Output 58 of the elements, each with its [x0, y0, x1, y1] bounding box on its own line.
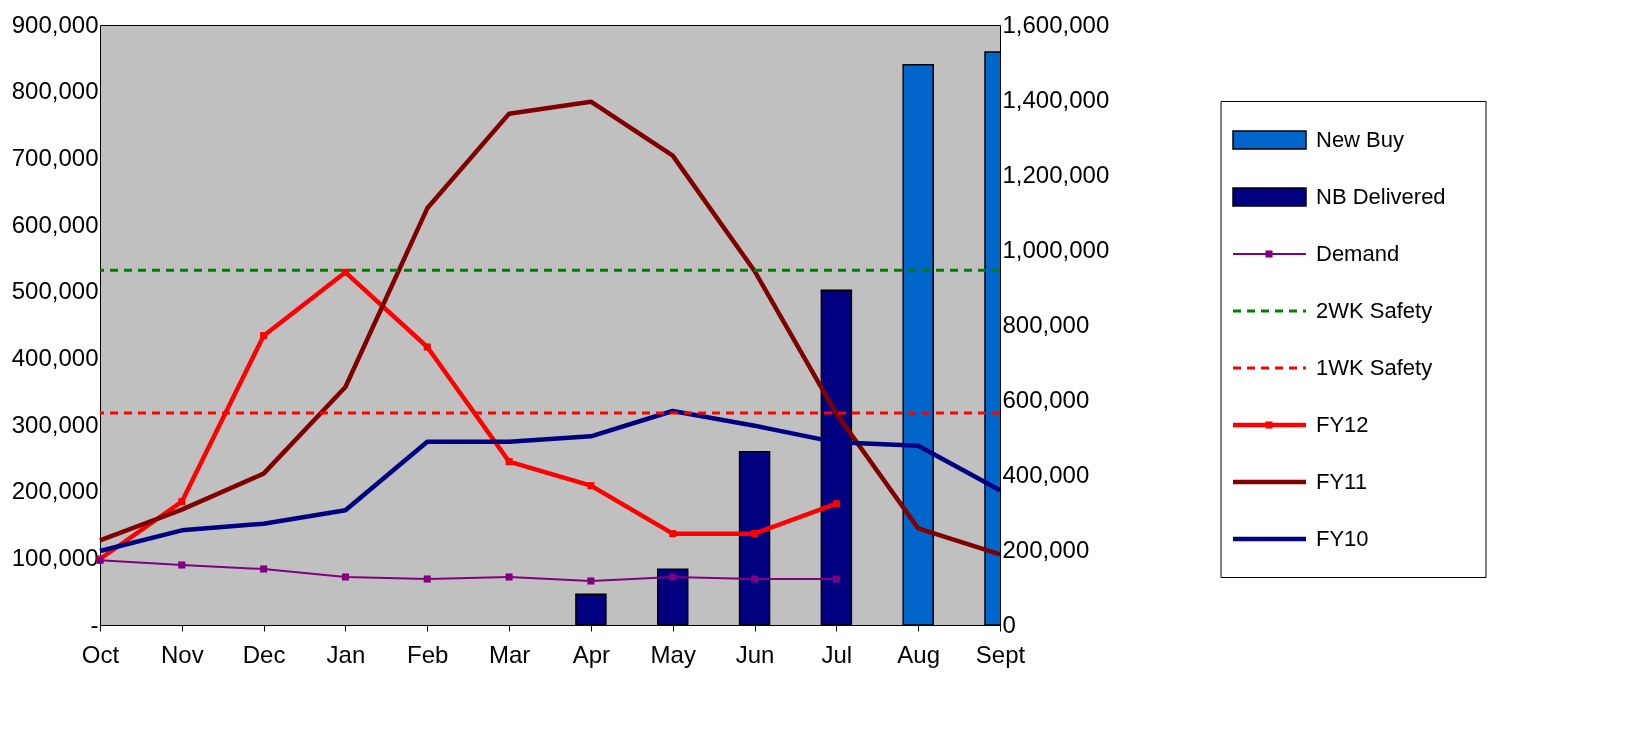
point: [178, 561, 186, 569]
point: [505, 458, 513, 466]
legend-label: FY12: [1316, 412, 1369, 437]
x-tick-label: Aug: [897, 640, 941, 668]
y2-tick-label: 0: [1002, 610, 1016, 638]
x-tick-label: Sept: [975, 640, 1026, 668]
y-tick-label: 200,000: [11, 477, 99, 505]
legend-label: 2WK Safety: [1316, 298, 1433, 323]
point: [505, 573, 513, 581]
y2-tick-label: 1,200,000: [1002, 160, 1110, 188]
point: [587, 482, 595, 490]
x-tick-label: Jun: [735, 640, 775, 668]
y-tick-label: 900,000: [11, 10, 99, 38]
point: [751, 575, 759, 583]
legend-label: NB Delivered: [1316, 184, 1446, 209]
x-tick-label: Feb: [407, 640, 449, 668]
point: [669, 530, 677, 538]
legend-label: 1WK Safety: [1316, 355, 1433, 380]
x-tick-label: Oct: [81, 640, 120, 668]
y2-tick-label: 1,400,000: [1002, 85, 1110, 113]
y2-tick-label: 200,000: [1002, 535, 1090, 563]
point: [260, 332, 268, 340]
legend-label: FY10: [1316, 526, 1369, 551]
x-tick-label: Apr: [572, 640, 611, 668]
y-tick-label: -: [90, 610, 99, 638]
point: [341, 268, 349, 276]
y-tick-label: 100,000: [11, 543, 99, 571]
y-tick-label: 300,000: [11, 410, 99, 438]
point: [260, 565, 268, 573]
x-tick-label: Mar: [488, 640, 531, 668]
point: [751, 530, 759, 538]
point: [178, 498, 186, 506]
x-tick-label: Dec: [242, 640, 286, 668]
point: [832, 500, 840, 508]
point: [341, 573, 349, 581]
point: [423, 575, 431, 583]
y-tick-label: 500,000: [11, 277, 99, 305]
point: [423, 343, 431, 351]
point: [669, 573, 677, 581]
y2-tick-label: 800,000: [1002, 310, 1090, 338]
legend-label: New Buy: [1316, 127, 1405, 152]
x-tick-label: Nov: [160, 640, 204, 668]
y-tick-label: 600,000: [11, 210, 99, 238]
y-tick-label: 800,000: [11, 77, 99, 105]
y-tick-label: 700,000: [11, 143, 99, 171]
y2-tick-label: 1,600,000: [1002, 10, 1110, 38]
x-tick-label: Jan: [326, 640, 366, 668]
x-tick-label: May: [650, 640, 696, 668]
y-tick-label: 400,000: [11, 343, 99, 371]
legend-label: Demand: [1316, 241, 1400, 266]
y2-tick-label: 600,000: [1002, 385, 1090, 413]
x-tick-label: Jul: [821, 640, 853, 668]
point: [587, 577, 595, 585]
line-series: [97, 99, 1003, 557]
y2-tick-label: 1,000,000: [1002, 235, 1110, 263]
legend-label: FY11: [1316, 469, 1367, 494]
point: [832, 575, 840, 583]
y2-tick-label: 400,000: [1002, 460, 1090, 488]
